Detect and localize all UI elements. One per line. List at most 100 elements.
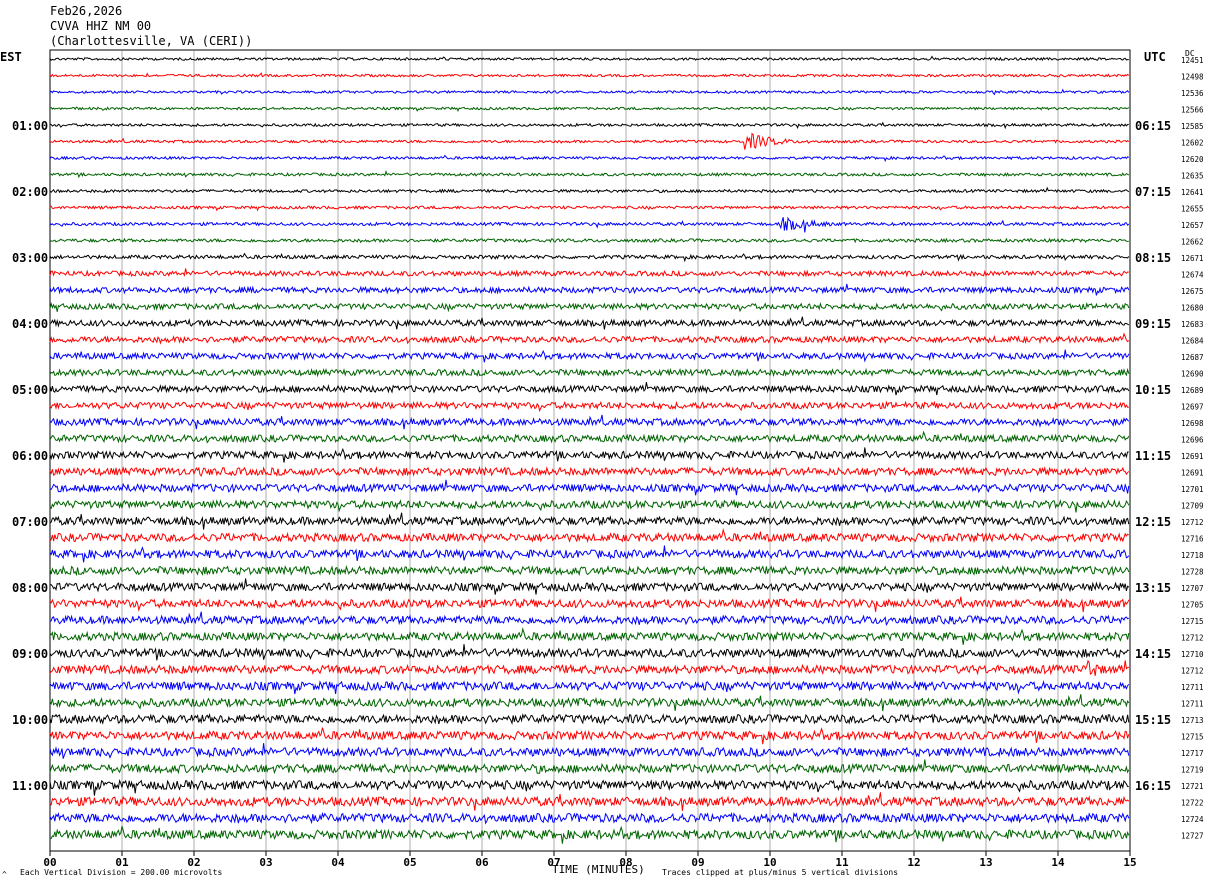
dc-offset-label: 12674 bbox=[1181, 271, 1204, 280]
est-hour-label: 10:00 bbox=[12, 713, 48, 727]
x-tick-label: 15 bbox=[1123, 856, 1136, 869]
dc-offset-label: 12713 bbox=[1181, 716, 1204, 725]
dc-offset-label: 12712 bbox=[1181, 634, 1204, 643]
utc-hour-label: 10:15 bbox=[1135, 383, 1171, 397]
trace-32 bbox=[49, 578, 1130, 595]
dc-offset-label: 12620 bbox=[1181, 155, 1204, 164]
dc-offset-label: 12696 bbox=[1181, 436, 1204, 445]
dc-offset-label: 12717 bbox=[1181, 749, 1204, 758]
trace-3 bbox=[49, 106, 1130, 112]
trace-38 bbox=[49, 679, 1130, 695]
trace-2 bbox=[49, 88, 1130, 96]
plot-frame bbox=[49, 49, 1131, 852]
trace-21 bbox=[49, 400, 1129, 413]
x-tick-label: 14 bbox=[1051, 856, 1065, 869]
dc-offset-label: 12719 bbox=[1181, 766, 1204, 775]
trace-37 bbox=[49, 659, 1130, 676]
trace-12 bbox=[49, 252, 1130, 263]
x-tick-label: 13 bbox=[979, 856, 992, 869]
dc-offset-label: 12641 bbox=[1181, 188, 1204, 197]
dc-offset-label: 12602 bbox=[1181, 139, 1204, 148]
dc-offset-label: 12657 bbox=[1181, 221, 1204, 230]
trace-15 bbox=[49, 301, 1130, 313]
trace-25 bbox=[49, 465, 1130, 478]
trace-14 bbox=[49, 283, 1130, 296]
trace-11 bbox=[49, 237, 1129, 244]
utc-label: UTC bbox=[1144, 50, 1166, 64]
clip-note: Traces clipped at plus/minus 5 vertical … bbox=[662, 868, 899, 877]
trace-43 bbox=[49, 759, 1130, 775]
dc-offset-label: 12662 bbox=[1181, 238, 1204, 247]
trace-10 bbox=[49, 216, 1130, 233]
dc-offset-label: 12655 bbox=[1181, 205, 1204, 214]
est-hour-label: 03:00 bbox=[12, 251, 48, 265]
trace-47 bbox=[49, 825, 1130, 844]
utc-hour-label: 08:15 bbox=[1135, 251, 1171, 265]
trace-35 bbox=[49, 627, 1130, 645]
header-location: (Charlottesville, VA (CERI)) bbox=[50, 34, 253, 48]
trace-4 bbox=[49, 121, 1129, 130]
x-tick-label: 08 bbox=[619, 856, 632, 869]
trace-8 bbox=[49, 186, 1130, 194]
trace-39 bbox=[49, 694, 1130, 712]
trace-40 bbox=[49, 713, 1130, 726]
dc-offset-label: 12715 bbox=[1181, 733, 1204, 742]
trace-31 bbox=[49, 564, 1130, 577]
dc-offset-label: 12698 bbox=[1181, 419, 1204, 428]
dc-offset-label: 12718 bbox=[1181, 551, 1204, 560]
est-hour-label: 04:00 bbox=[12, 317, 48, 331]
trace-34 bbox=[49, 611, 1130, 627]
trace-13 bbox=[49, 268, 1129, 278]
header-station: CVVA HHZ NM 00 bbox=[50, 19, 152, 33]
trace-17 bbox=[49, 332, 1130, 345]
dc-offset-label: 12705 bbox=[1181, 601, 1204, 610]
x-tick-label: 06 bbox=[475, 856, 489, 869]
dc-offset-label: 12671 bbox=[1181, 254, 1204, 263]
trace-46 bbox=[49, 811, 1130, 825]
dc-offset-label: 12712 bbox=[1181, 667, 1204, 676]
utc-hour-label: 11:15 bbox=[1135, 449, 1171, 463]
dc-offset-label: 12689 bbox=[1181, 386, 1204, 395]
trace-29 bbox=[49, 528, 1130, 544]
x-tick-label: 10 bbox=[763, 856, 776, 869]
trace-19 bbox=[49, 367, 1130, 378]
dc-offset-label: 12635 bbox=[1181, 172, 1204, 181]
dc-offset-label: 12687 bbox=[1181, 353, 1204, 362]
est-hour-label: 02:00 bbox=[12, 185, 48, 199]
trace-1 bbox=[49, 72, 1130, 78]
x-tick-label: 03 bbox=[259, 856, 272, 869]
x-tick-label: 09 bbox=[691, 856, 704, 869]
est-hour-label: 08:00 bbox=[12, 581, 48, 595]
header-date: Feb26,2026 bbox=[50, 4, 123, 18]
x-tick-label: 02 bbox=[187, 856, 200, 869]
trace-20 bbox=[49, 382, 1130, 396]
est-label: EST bbox=[0, 50, 22, 64]
dc-offset-label: 12680 bbox=[1181, 304, 1204, 313]
trace-18 bbox=[49, 349, 1130, 363]
dc-offset-label: 12715 bbox=[1181, 617, 1204, 626]
dc-offset-label: 12727 bbox=[1181, 832, 1204, 841]
x-tick-label: 00 bbox=[43, 856, 56, 869]
dc-offset-label: 12683 bbox=[1181, 320, 1204, 329]
dc-offset-label: 12722 bbox=[1181, 799, 1204, 808]
x-tick-label: 04 bbox=[331, 856, 345, 869]
x-tick-label: 12 bbox=[907, 856, 920, 869]
dc-offset-label: 12709 bbox=[1181, 502, 1204, 511]
dc-offset-label: 12724 bbox=[1181, 815, 1204, 824]
trace-9 bbox=[49, 204, 1130, 212]
trace-44 bbox=[49, 778, 1129, 796]
x-tick-label: 07 bbox=[547, 856, 560, 869]
dc-offset-label: 12566 bbox=[1181, 106, 1204, 115]
dc-offset-label: 12691 bbox=[1181, 452, 1204, 461]
utc-hour-label: 14:15 bbox=[1135, 647, 1171, 661]
trace-23 bbox=[49, 430, 1130, 444]
utc-hour-label: 07:15 bbox=[1135, 185, 1171, 199]
utc-hour-label: 16:15 bbox=[1135, 779, 1171, 793]
x-tick-label: 01 bbox=[115, 856, 129, 869]
x-tick-label: 11 bbox=[835, 856, 849, 869]
dc-offset-label: 12728 bbox=[1181, 568, 1204, 577]
trace-16 bbox=[49, 316, 1130, 330]
utc-hour-label: 13:15 bbox=[1135, 581, 1171, 595]
x-tick-label: 05 bbox=[403, 856, 416, 869]
